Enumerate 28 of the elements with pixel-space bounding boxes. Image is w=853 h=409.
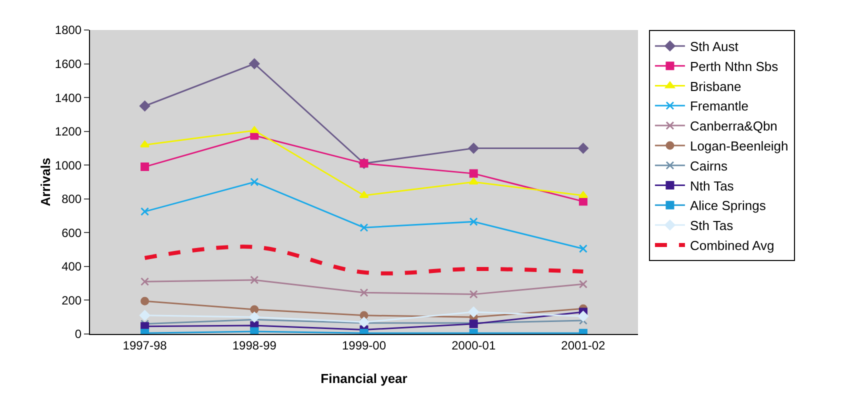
legend-label: Sth Tas (690, 218, 734, 234)
x-tick-label: 1998-99 (232, 338, 277, 352)
y-tick-label: 1200 (54, 124, 82, 139)
y-tick-label: 1400 (54, 90, 82, 105)
x-tick-label: 1999-00 (342, 338, 386, 352)
legend-label: Logan-Beenleigh (690, 138, 788, 154)
legend-label: Nth Tas (690, 178, 734, 194)
legend-label: Brisbane (690, 78, 742, 94)
y-tick-label: 800 (62, 192, 82, 206)
y-tick-label: 400 (62, 260, 82, 274)
x-axis-title: Financial year (320, 371, 408, 386)
y-tick-label: 600 (62, 226, 82, 240)
legend-label: Combined Avg (690, 238, 774, 254)
x-tick-label: 2000-01 (452, 338, 496, 352)
legend-label: Fremantle (690, 98, 748, 114)
y-tick-label: 200 (62, 293, 82, 308)
legend-label: Sth Aust (690, 39, 739, 54)
legend-label: Cairns (690, 158, 728, 174)
x-tick-label: 2001-02 (561, 338, 606, 352)
legend-label: Alice Springs (690, 198, 766, 214)
y-tick-label: 1800 (54, 23, 82, 38)
y-tick-label: 1600 (54, 56, 82, 71)
y-axis-title: Arrivals (38, 158, 53, 206)
y-tick-label: 0 (74, 327, 82, 342)
x-tick-label: 1997-98 (122, 338, 168, 352)
legend-label: Canberra&Qbn (690, 118, 778, 134)
y-tick-label: 1000 (54, 158, 82, 172)
legend-label: Perth Nthn Sbs (690, 58, 779, 74)
